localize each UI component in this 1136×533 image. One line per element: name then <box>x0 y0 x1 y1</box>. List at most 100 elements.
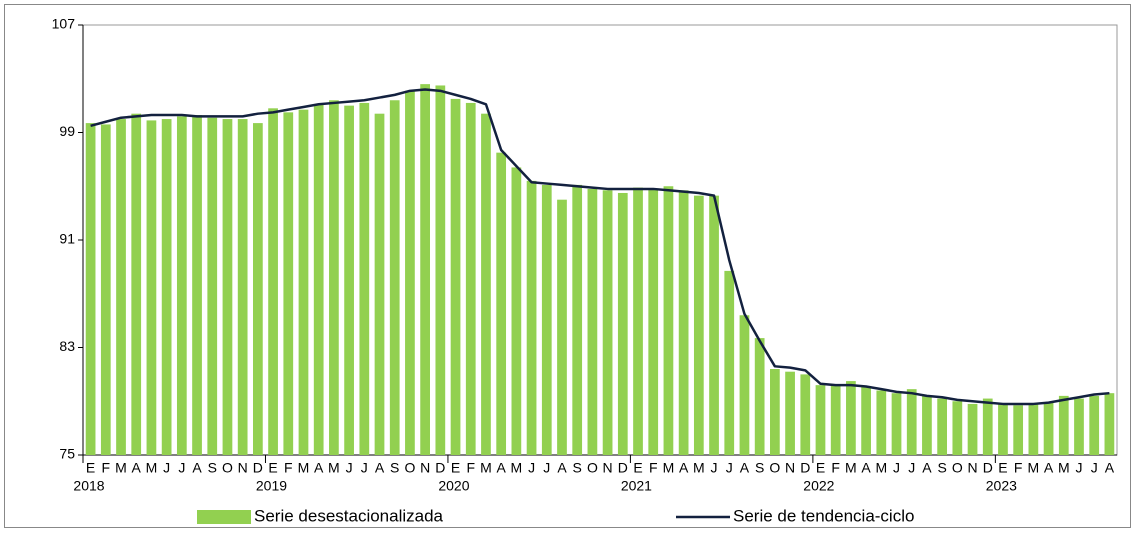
x-tick-label: A <box>132 460 142 476</box>
trend-line <box>90 88 1110 406</box>
bar <box>1074 398 1084 455</box>
bar <box>846 381 856 455</box>
bar <box>116 119 126 455</box>
chart-frame <box>4 4 1131 528</box>
bar <box>922 395 932 455</box>
bar <box>617 192 628 455</box>
bar <box>541 184 552 455</box>
bar <box>374 113 385 455</box>
bar <box>435 85 446 455</box>
x-tick-label: E <box>86 460 95 476</box>
x-tick-label: J <box>1091 460 1098 476</box>
bar <box>1104 393 1115 455</box>
x-tick-label: S <box>390 460 399 476</box>
bar <box>253 123 263 455</box>
x-tick-label: O <box>587 460 598 476</box>
bar <box>511 167 522 455</box>
x-tick-label: S <box>755 460 764 476</box>
bar <box>161 119 172 455</box>
bar <box>100 124 111 455</box>
x-tick-label: F <box>284 460 293 476</box>
year-label: 2022 <box>803 478 834 494</box>
bar <box>1028 403 1039 455</box>
x-tick-label: M <box>480 460 492 476</box>
x-tick-label: J <box>908 460 915 476</box>
bar <box>876 390 887 455</box>
x-tick-label: J <box>528 460 535 476</box>
bar <box>298 109 309 455</box>
x-tick-label: M <box>115 460 127 476</box>
y-tick-label: 83 <box>59 338 75 354</box>
x-tick-label: E <box>816 460 825 476</box>
x-tick-label: M <box>1058 460 1070 476</box>
bar <box>998 403 1008 455</box>
bar <box>313 104 324 455</box>
bar <box>1043 402 1054 455</box>
x-tick-label: F <box>831 460 840 476</box>
bar <box>420 84 430 455</box>
x-tick-label: A <box>740 460 750 476</box>
bar <box>693 195 704 455</box>
x-tick-label: A <box>192 460 202 476</box>
x-tick-label: M <box>693 460 705 476</box>
x-tick-label: M <box>663 460 675 476</box>
y-tick-label: 99 <box>59 123 75 139</box>
bar <box>329 100 339 455</box>
x-tick-label: O <box>404 460 415 476</box>
bar <box>405 90 415 455</box>
legend-label: Serie desestacionalizada <box>254 506 444 525</box>
bar <box>146 120 157 455</box>
bar <box>678 190 689 455</box>
x-tick-label: E <box>451 460 460 476</box>
x-tick-label: N <box>785 460 795 476</box>
bar <box>982 398 993 455</box>
year-label: 2023 <box>986 478 1017 494</box>
x-tick-label: A <box>861 460 871 476</box>
y-tick-label: 75 <box>59 446 75 462</box>
x-tick-label: N <box>967 460 977 476</box>
bar <box>937 398 947 455</box>
x-tick-label: M <box>298 460 310 476</box>
x-tick-label: D <box>983 460 993 476</box>
x-tick-label: F <box>466 460 475 476</box>
x-tick-label: A <box>679 460 689 476</box>
x-tick-label: J <box>163 460 170 476</box>
x-tick-label: A <box>1044 460 1054 476</box>
x-tick-label: S <box>937 460 946 476</box>
bar <box>344 105 354 455</box>
x-tick-label: J <box>1075 460 1082 476</box>
year-label: 2021 <box>621 478 652 494</box>
bar <box>830 385 841 455</box>
bar <box>861 386 871 455</box>
x-tick-label: E <box>268 460 277 476</box>
x-tick-label: J <box>543 460 550 476</box>
y-tick-label: 91 <box>59 231 75 247</box>
bar <box>237 119 248 455</box>
bar <box>587 188 598 455</box>
x-tick-label: A <box>1105 460 1115 476</box>
x-tick-label: E <box>998 460 1007 476</box>
x-tick-label: A <box>375 460 385 476</box>
year-label: 2020 <box>438 478 469 494</box>
bar <box>602 190 613 455</box>
x-tick-label: D <box>800 460 810 476</box>
bar <box>663 186 674 455</box>
x-tick-label: M <box>1028 460 1040 476</box>
bar <box>1013 405 1024 455</box>
x-tick-label: F <box>102 460 111 476</box>
x-tick-label: M <box>875 460 887 476</box>
year-label: 2019 <box>256 478 287 494</box>
bar <box>359 102 370 455</box>
x-tick-label: N <box>420 460 430 476</box>
x-tick-label: F <box>1014 460 1023 476</box>
x-tick-label: F <box>649 460 658 476</box>
bar <box>176 116 187 455</box>
bar <box>207 117 218 455</box>
x-tick-label: M <box>328 460 340 476</box>
x-tick-label: J <box>711 460 718 476</box>
bar <box>800 374 811 455</box>
bar <box>1089 395 1100 455</box>
bar <box>739 315 750 455</box>
bar <box>131 113 142 455</box>
